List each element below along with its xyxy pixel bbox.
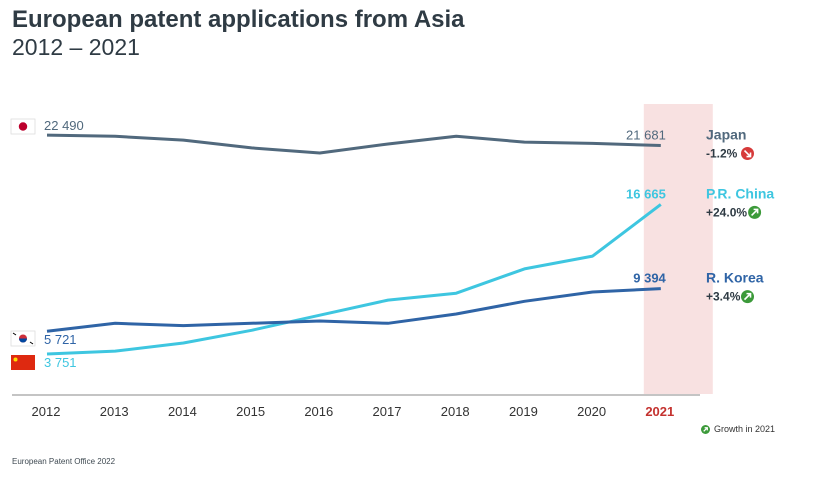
series-line-japan xyxy=(46,133,661,155)
series-line-china xyxy=(46,203,662,356)
x-tick-label-2013: 2013 xyxy=(100,404,129,419)
end-label-china: 16 665 xyxy=(626,186,666,201)
series-name-korea: R. Korea xyxy=(706,270,764,286)
chart-title: European patent applications from Asia xyxy=(12,6,465,33)
x-tick-label-2017: 2017 xyxy=(373,404,402,419)
x-tick-label-2021: 2021 xyxy=(645,404,674,419)
x-tick-label-2014: 2014 xyxy=(168,404,197,419)
china-flag-icon xyxy=(11,355,35,370)
x-tick-label-2019: 2019 xyxy=(509,404,538,419)
start-label-china: 3 751 xyxy=(44,355,77,370)
growth-legend-label: Growth in 2021 xyxy=(714,424,776,434)
end-label-japan: 21 681 xyxy=(626,128,666,143)
growth-value-china: +24.0% xyxy=(706,205,747,219)
growth-arrow-korea xyxy=(743,292,752,301)
korea-flag-trigram-1 xyxy=(12,332,17,336)
x-tick-label-2015: 2015 xyxy=(236,404,265,419)
growth-value-korea: +3.4% xyxy=(706,290,741,304)
growth-arrow-china xyxy=(751,208,759,216)
x-tick-label-2012: 2012 xyxy=(32,404,61,419)
series-line-korea xyxy=(46,287,661,333)
growth-value-japan: -1.2% xyxy=(706,147,738,161)
highlight-band-2021 xyxy=(643,104,713,394)
x-tick-label-2018: 2018 xyxy=(441,404,470,419)
start-label-korea: 5 721 xyxy=(44,332,77,347)
japan-flag-disc xyxy=(18,122,28,131)
korea-flag-disc-bottom xyxy=(19,338,27,343)
start-label-japan: 22 490 xyxy=(44,118,84,133)
growth-legend: Growth in 2021 xyxy=(701,424,775,434)
x-tick-label-2020: 2020 xyxy=(577,404,606,419)
korea-flag-trigram-2 xyxy=(29,341,34,345)
growth-arrow-japan xyxy=(743,149,752,158)
chart-subtitle: 2012 – 2021 xyxy=(12,34,140,60)
end-label-korea: 9 394 xyxy=(633,271,666,286)
source-footer: European Patent Office 2022 xyxy=(12,457,116,466)
china-flag-star xyxy=(13,357,18,362)
series-name-china: P.R. China xyxy=(706,185,774,201)
growth-up-icon xyxy=(701,424,710,434)
x-tick-label-2016: 2016 xyxy=(304,404,333,419)
series-name-japan: Japan xyxy=(706,127,746,143)
